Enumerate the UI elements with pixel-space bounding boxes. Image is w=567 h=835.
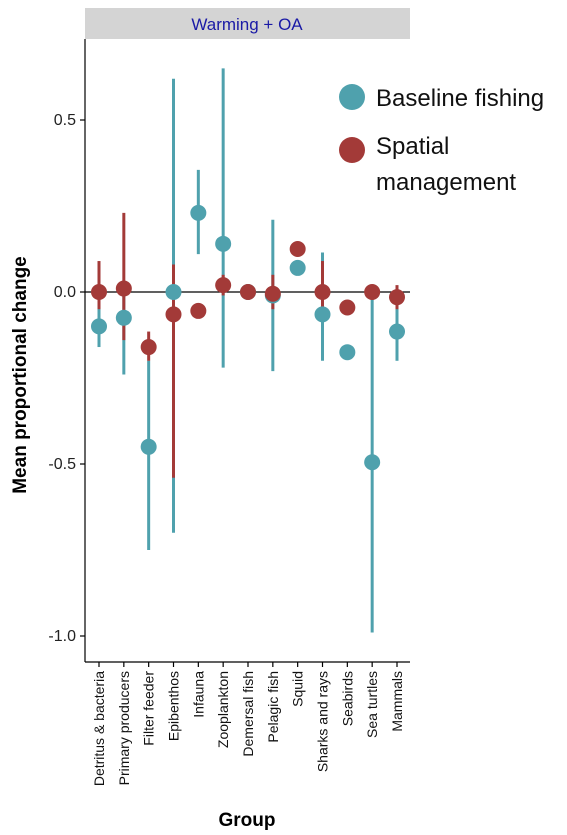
- x-tick-label: Demersal fish: [240, 671, 256, 757]
- x-tick-label: Pelagic fish: [265, 671, 281, 743]
- point-spatial-management: [289, 241, 306, 257]
- point-baseline-fishing: [339, 344, 356, 361]
- legend-label-spatial-line1: Spatial: [376, 133, 449, 160]
- x-tick-label: Epibenthos: [166, 671, 182, 741]
- point-spatial-management: [240, 284, 256, 300]
- facet-title: Warming + OA: [191, 15, 303, 34]
- point-spatial-management: [91, 284, 107, 300]
- point-baseline-fishing: [165, 284, 182, 300]
- legend: Baseline fishing Spatial management: [339, 84, 544, 196]
- x-tick-label: Zooplankton: [215, 671, 231, 748]
- point-baseline-fishing: [389, 323, 405, 340]
- x-tick-label: Detritus & bacteria: [91, 671, 107, 786]
- y-tick-label: 0.5: [54, 112, 76, 129]
- legend-swatch-baseline: [339, 84, 365, 110]
- point-spatial-management: [115, 280, 132, 297]
- point-baseline-fishing: [314, 306, 331, 323]
- point-spatial-management: [339, 299, 356, 316]
- legend-label-baseline: Baseline fishing: [376, 85, 544, 112]
- point-baseline-fishing: [289, 259, 306, 276]
- y-tick-label: -0.5: [48, 456, 76, 473]
- marks-layer: [91, 68, 405, 633]
- y-tick-label: -1.0: [48, 628, 76, 645]
- y-tick-label: 0.0: [54, 284, 76, 301]
- x-tick-label: Seabirds: [339, 671, 355, 726]
- legend-swatch-spatial: [339, 137, 365, 163]
- point-spatial-management: [314, 284, 331, 300]
- legend-label-spatial-line2: management: [376, 169, 516, 196]
- x-tick-label: Filter feeder: [141, 671, 157, 746]
- point-spatial-management: [264, 285, 281, 302]
- point-baseline-fishing: [140, 438, 157, 455]
- point-baseline-fishing: [190, 204, 207, 221]
- ticks-layer: -1.0 -0.5 0.0 0.5 Detritus & bacteria Primary…: [48, 112, 405, 786]
- point-spatial-management: [215, 277, 232, 294]
- point-spatial-management: [389, 289, 405, 306]
- x-tick-label: Sea turtles: [364, 671, 380, 738]
- y-axis-title: Mean proportional change: [10, 256, 31, 494]
- x-tick-label: Primary producers: [116, 671, 132, 785]
- x-tick-label: Squid: [290, 671, 306, 707]
- x-tick-label: Mammals: [389, 671, 405, 732]
- point-baseline-fishing: [215, 235, 232, 252]
- facet-strip: [85, 8, 410, 39]
- point-spatial-management: [364, 284, 381, 300]
- x-tick-label: Infauna: [190, 671, 206, 718]
- x-tick-label: Sharks and rays: [315, 671, 331, 772]
- point-spatial-management: [165, 306, 182, 323]
- point-baseline-fishing: [364, 454, 381, 471]
- x-axis-title: Group: [219, 810, 276, 831]
- point-spatial-management: [140, 339, 157, 356]
- point-spatial-management: [190, 302, 207, 319]
- point-baseline-fishing: [91, 318, 107, 335]
- point-baseline-fishing: [115, 309, 132, 326]
